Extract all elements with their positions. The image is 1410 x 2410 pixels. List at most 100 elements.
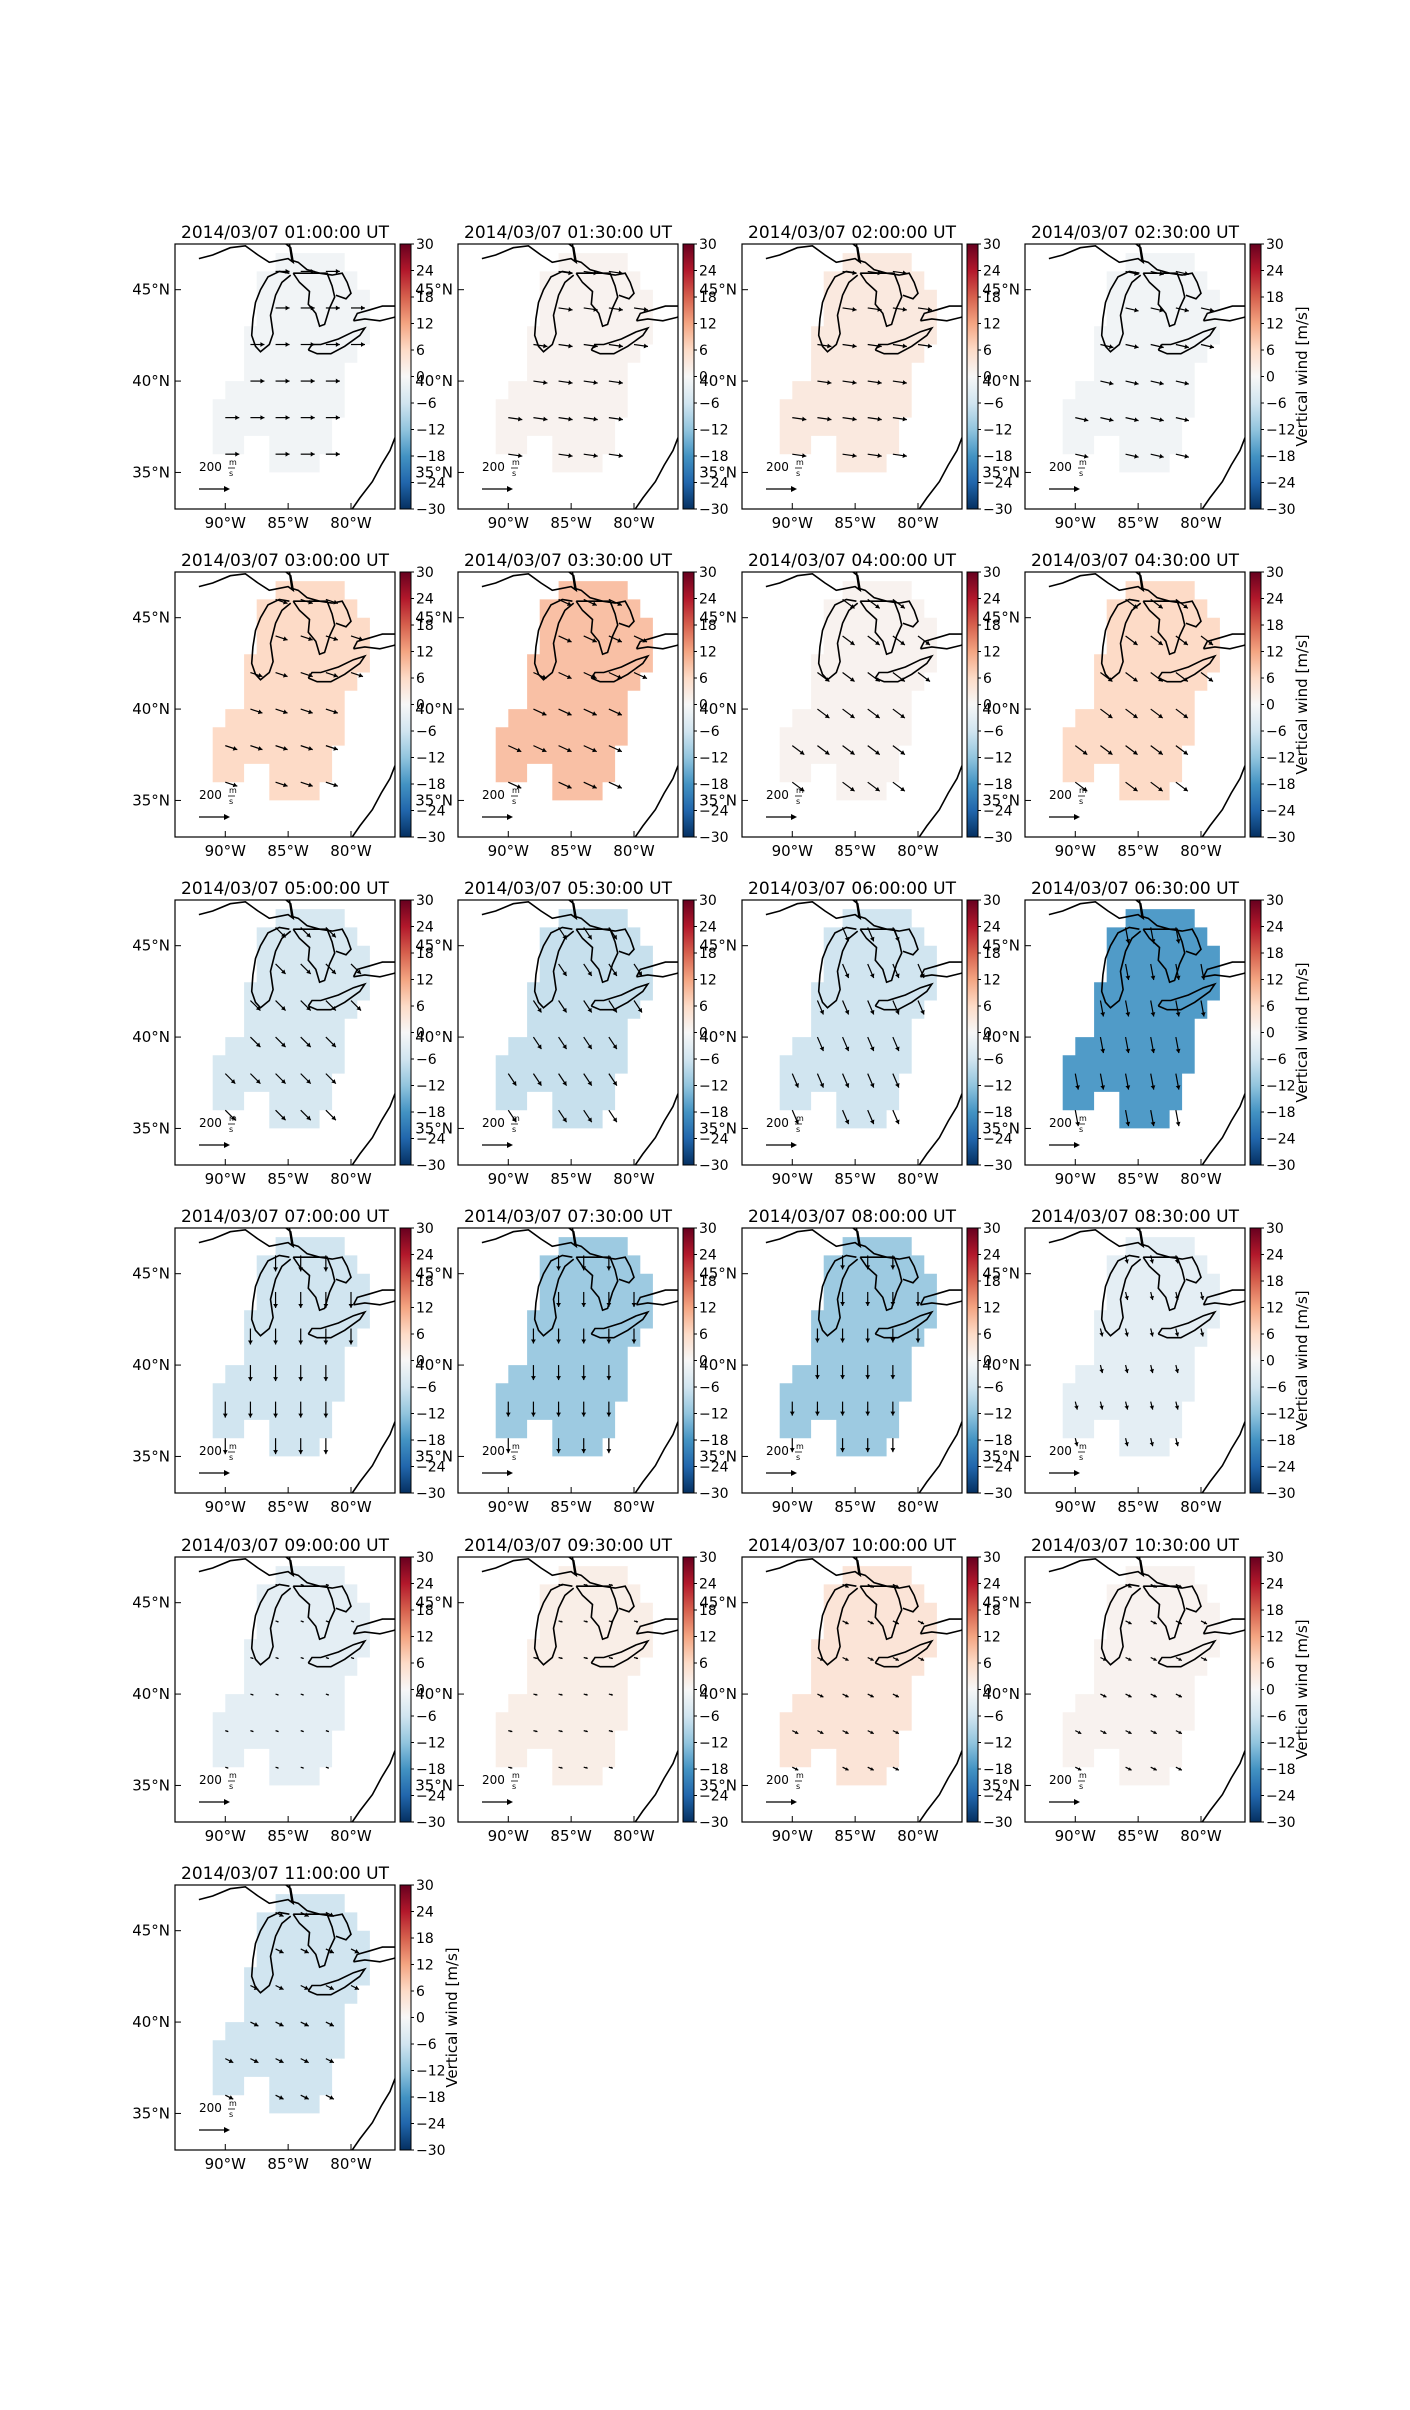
colorbar-tick-label: −18 (1266, 1105, 1296, 1121)
map-area (198, 900, 395, 1165)
colorbar-tick-label: −6 (699, 1709, 720, 1725)
wind-arrow (1175, 1693, 1183, 1698)
wind-arrow-head (541, 747, 547, 753)
colorbar-tick-label: −6 (416, 1709, 437, 1725)
wind-arrow-head (618, 453, 623, 458)
wind-field-region (1062, 1237, 1220, 1457)
lake-huron-outline (1142, 600, 1186, 656)
wind-arrow-head (310, 342, 315, 347)
lake-michigan-outline (250, 1583, 292, 1666)
lat-tick-label: 40°N (132, 1028, 170, 1046)
wind-arrow (533, 708, 547, 716)
wind-arrow-head (283, 782, 288, 788)
wind-arrow (275, 781, 288, 788)
wind-arrow-head (273, 1413, 278, 1418)
wind-arrow-head (323, 1450, 329, 1455)
wind-arrow (1150, 417, 1164, 423)
wind-arrow (608, 1036, 618, 1050)
colorbar-tick-label: −12 (416, 1079, 446, 1095)
wind-arrow-head (865, 1375, 871, 1380)
wind-arrow-head (610, 1583, 613, 1587)
wind-arrow-head (230, 1115, 236, 1121)
wind-arrow-head (845, 1694, 849, 1698)
lon-tick-label: 90°W (772, 1170, 814, 1188)
wind-arrow (558, 1766, 563, 1769)
wind-arrow (248, 1401, 253, 1418)
wind-arrow (583, 781, 597, 789)
wind-arrow-head (895, 1046, 900, 1052)
wind-arrow-head (1124, 1405, 1129, 1410)
lon-tick-label: 90°W (488, 1170, 530, 1188)
panel-title: 2014/03/07 08:00:00 UT (748, 1207, 957, 1227)
wind-arrow-head (890, 1265, 896, 1270)
wind-arrow-head (870, 1694, 874, 1698)
wind-arrow-head (281, 1042, 286, 1048)
map-area (765, 900, 962, 1165)
wind-arrow (917, 1000, 925, 1015)
wind-arrow-head (281, 1115, 286, 1121)
wind-arrow-head (1149, 1259, 1154, 1264)
wind-arrow-head (1149, 1368, 1154, 1374)
wind-arrow-head (1178, 1657, 1182, 1661)
wind-arrow (1150, 343, 1164, 349)
wind-arrow (300, 963, 312, 975)
wind-arrow (892, 672, 906, 682)
panel-frame (1024, 1556, 1246, 1823)
wind-arrow-head (865, 1301, 871, 1306)
colorbar-tick-label: −24 (699, 1789, 729, 1805)
wind-arrow-head (870, 1584, 874, 1588)
colorbar-tick-label: −18 (416, 449, 446, 465)
wind-arrow-head (510, 1766, 513, 1769)
lat-tick-label: 40°N (132, 700, 170, 718)
colorbar-tick-label: 0 (416, 2011, 425, 2027)
wind-arrow (532, 1036, 542, 1050)
lat-tick-label: 45°N (699, 1594, 737, 1612)
wind-arrow-head (1159, 344, 1164, 349)
wind-arrow-head (333, 672, 338, 678)
wind-arrow (892, 598, 906, 609)
wind-arrow (583, 1073, 593, 1086)
wind-arrow (1100, 1693, 1107, 1698)
colorbar-tick-label: 12 (699, 317, 717, 333)
wind-arrow (275, 598, 288, 605)
wind-arrow-head (308, 709, 313, 715)
reference-vector-head (1074, 1799, 1080, 1805)
lake-superior-outline (1048, 244, 1145, 265)
map-area (198, 572, 395, 837)
canada-coast-outline (1137, 1557, 1202, 1613)
lake-erie-outline (1157, 1639, 1217, 1668)
wind-arrow (325, 598, 339, 605)
lon-tick-label: 80°W (613, 842, 655, 860)
panel-title: 2014/03/07 06:00:00 UT (748, 879, 957, 899)
wind-arrow-head (302, 1730, 304, 1732)
wind-arrow (558, 1656, 563, 1660)
wind-arrow (1175, 343, 1189, 349)
wind-arrow (1150, 1583, 1157, 1588)
wind-arrow (817, 1730, 824, 1735)
wind-arrow-head (1184, 271, 1189, 276)
wind-arrow (298, 1401, 304, 1418)
reference-vector-label: 200 (482, 1444, 505, 1458)
lake-huron-outline (575, 1585, 619, 1641)
wind-arrow (508, 781, 522, 789)
wind-arrow (300, 1073, 312, 1085)
wind-arrow-head (1159, 380, 1164, 386)
lake-superior-outline (765, 1228, 862, 1249)
colorbar-tick-label: 30 (983, 1221, 1001, 1237)
wind-arrow-head (556, 1449, 561, 1454)
colorbar-tick-label: −12 (416, 751, 446, 767)
wind-arrow-head (329, 2095, 334, 2100)
reference-vector-units-num: m (1079, 1442, 1087, 1451)
wind-arrow (865, 1401, 871, 1416)
wind-arrow-head (285, 305, 290, 311)
wind-arrow-head (327, 1620, 329, 1623)
wind-arrow (1200, 1620, 1208, 1625)
wind-arrow (275, 745, 288, 751)
wind-arrow-head (560, 1656, 563, 1660)
wind-arrow-head (925, 640, 930, 645)
atlantic-coast-outline (351, 1750, 395, 1822)
wind-arrow (1124, 1328, 1129, 1337)
